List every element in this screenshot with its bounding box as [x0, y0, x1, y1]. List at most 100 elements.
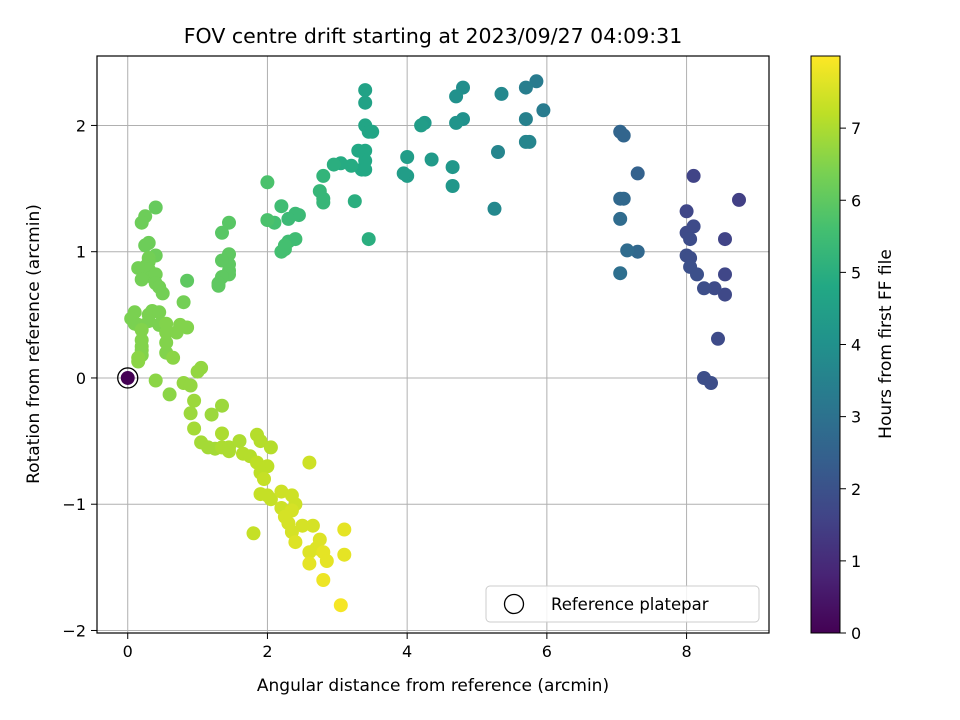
chart-title: FOV centre drift starting at 2023/09/27 … — [184, 24, 683, 48]
x-axis-label: Angular distance from reference (arcmin) — [257, 676, 609, 696]
data-point — [630, 244, 645, 259]
data-point — [690, 267, 704, 282]
data-point — [711, 331, 725, 346]
data-point — [169, 325, 184, 340]
data-point — [215, 253, 229, 268]
data-point — [131, 261, 146, 276]
data-point — [316, 168, 331, 183]
data-point — [152, 305, 167, 320]
data-point — [686, 168, 701, 183]
data-point — [190, 364, 205, 379]
data-point — [613, 266, 628, 281]
data-point — [148, 373, 163, 388]
data-point — [337, 522, 352, 537]
data-point — [518, 112, 533, 127]
data-point — [134, 215, 149, 230]
data-point — [718, 287, 732, 302]
colorbar-tick-label: 4 — [851, 336, 861, 355]
data-point — [232, 434, 247, 449]
legend: Reference platepar — [485, 585, 760, 623]
legend-label-reference: Reference platepar — [551, 595, 709, 614]
data-point — [138, 238, 153, 253]
data-point — [697, 281, 711, 296]
colorbar-tick-label: 0 — [851, 624, 861, 643]
y-tick-label: 0 — [76, 369, 86, 388]
x-tick-label: 2 — [262, 642, 272, 661]
data-point — [260, 175, 275, 190]
data-point — [732, 192, 746, 207]
data-point — [358, 83, 373, 98]
data-point — [215, 398, 229, 413]
data-point — [305, 518, 320, 533]
colorbar: 0 1 2 3 4 5 6 7 Hours from first FF file — [810, 55, 896, 643]
colorbar-tick-label: 6 — [851, 191, 861, 210]
data-point — [344, 158, 359, 173]
data-point — [494, 86, 509, 101]
data-point — [263, 440, 278, 455]
data-point — [620, 243, 635, 258]
data-point — [536, 103, 551, 118]
data-point — [263, 492, 278, 507]
data-point — [424, 152, 439, 167]
x-tick-label: 4 — [402, 642, 412, 661]
plot-frame — [96, 55, 770, 634]
data-point — [246, 526, 261, 541]
y-tick-label: 1 — [76, 243, 86, 262]
data-point — [159, 335, 174, 350]
data-point — [400, 150, 415, 164]
data-point — [491, 145, 505, 159]
colorbar-tick-label: 3 — [851, 408, 861, 427]
data-point — [616, 191, 631, 206]
data-point — [183, 378, 198, 393]
data-point — [295, 518, 310, 533]
x-tick-label: 6 — [542, 642, 552, 661]
data-point — [316, 573, 331, 587]
data-point — [347, 194, 362, 209]
data-point — [183, 406, 198, 421]
data-point — [718, 267, 732, 282]
data-point — [487, 201, 502, 216]
y-axis-ticks: 2 1 0 −1 −2 — [62, 116, 97, 640]
data-point — [211, 278, 226, 293]
y-tick-label: 2 — [76, 116, 86, 135]
data-point — [166, 350, 181, 365]
data-point — [274, 484, 289, 499]
data-point — [704, 376, 718, 390]
data-point — [131, 354, 146, 369]
y-tick-label: −1 — [62, 495, 86, 514]
data-point — [337, 547, 352, 562]
data-point — [302, 545, 317, 560]
y-tick-label: −2 — [62, 621, 86, 640]
data-point — [445, 160, 460, 175]
data-point — [449, 89, 464, 104]
grid-lines — [97, 56, 769, 633]
data-point — [215, 225, 229, 240]
x-tick-label: 8 — [681, 642, 691, 661]
data-point — [257, 472, 271, 486]
data-point — [319, 554, 334, 568]
data-point — [134, 272, 149, 287]
colorbar-ticks: 0 1 2 3 4 5 6 7 — [840, 119, 861, 643]
x-axis-ticks: 0 2 4 6 8 — [123, 633, 692, 661]
data-point — [522, 134, 537, 149]
data-point — [162, 387, 177, 402]
data-point — [253, 487, 268, 502]
x-tick-label: 0 — [123, 642, 133, 661]
data-point — [616, 128, 631, 143]
data-point — [679, 204, 694, 219]
data-point — [316, 195, 331, 210]
data-point — [159, 325, 174, 340]
data-point — [630, 166, 645, 181]
data-point — [155, 286, 170, 301]
colorbar-gradient — [810, 55, 841, 634]
data-points — [117, 74, 746, 613]
data-point — [260, 213, 275, 228]
data-point — [365, 124, 380, 139]
data-point — [718, 232, 732, 247]
data-point — [449, 115, 464, 130]
data-point — [613, 211, 628, 226]
data-point — [281, 211, 296, 226]
data-point — [518, 80, 533, 95]
data-point — [180, 320, 195, 335]
